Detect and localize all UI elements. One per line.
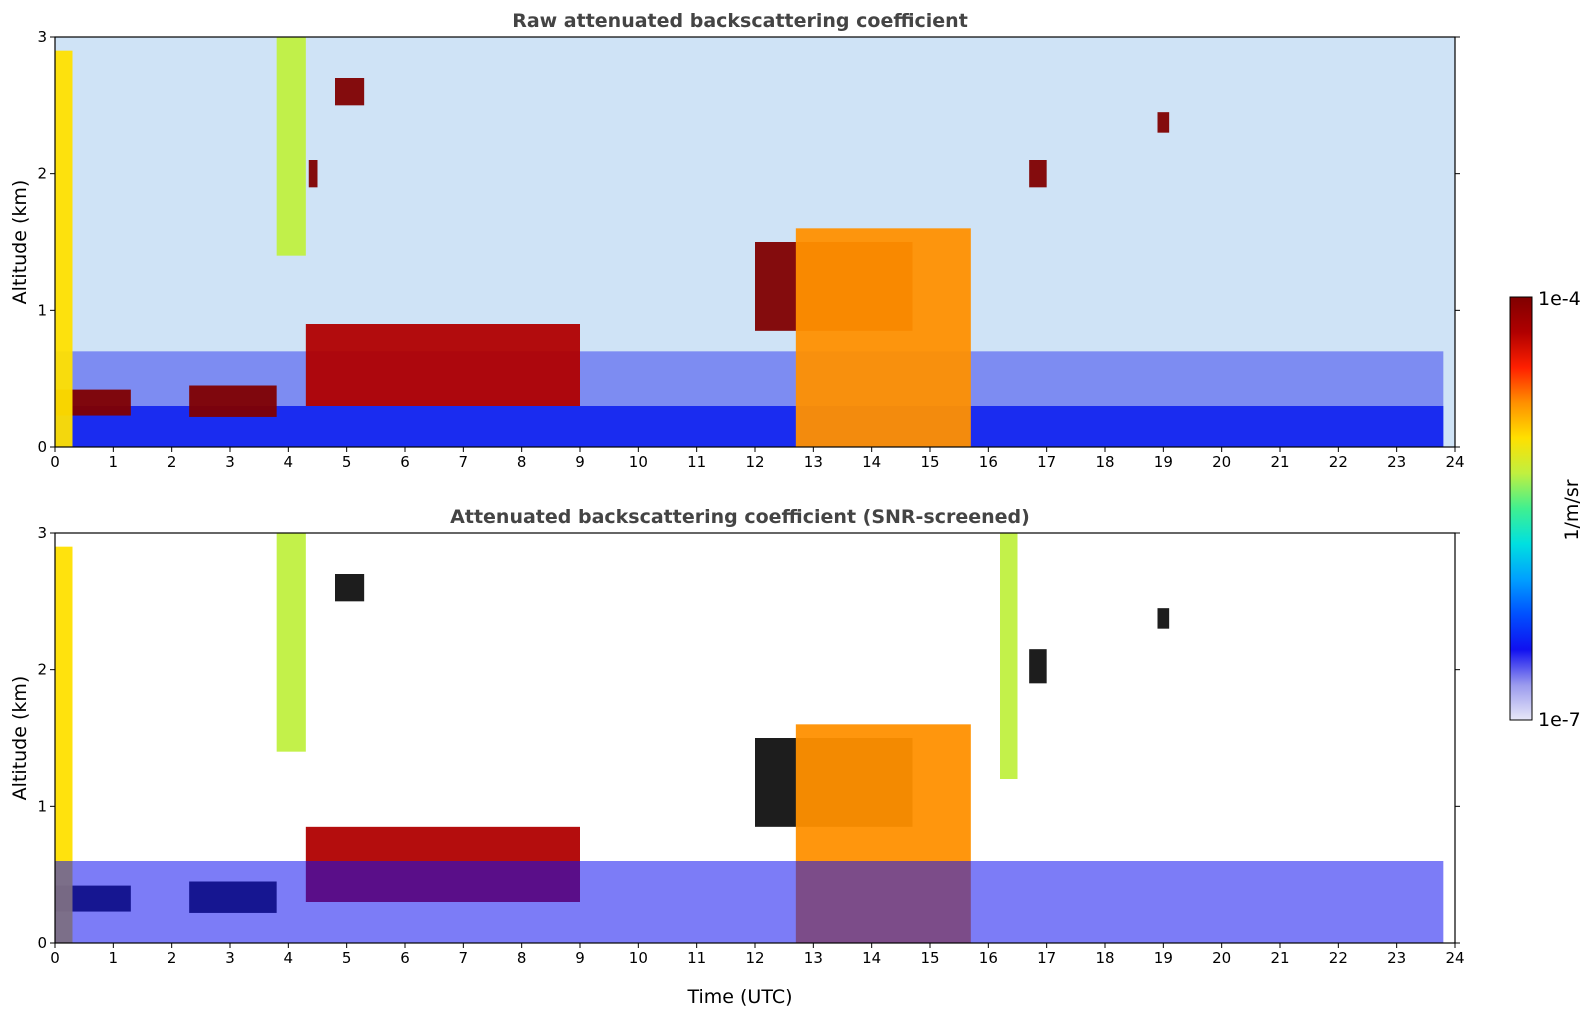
y-tick-label: 3: [37, 524, 47, 542]
background-surface-layer: [55, 406, 1444, 447]
x-tick-label: 23: [1387, 453, 1406, 471]
heatmap-feature-vertical_plume: [55, 546, 73, 943]
y-axis-label: Altitude (km): [9, 180, 31, 305]
x-tick-label: 7: [459, 949, 469, 967]
x-tick-label: 4: [284, 453, 294, 471]
y-axis: 0 1 2 3: [37, 28, 1460, 456]
x-tick-label: 10: [629, 949, 648, 967]
x-tick-label: 0: [50, 453, 60, 471]
heatmap-feature-thin_cloud: [1029, 160, 1047, 188]
x-tick-label: 4: [284, 949, 294, 967]
x-tick-label: 5: [342, 453, 352, 471]
x-tick-label: 13: [804, 453, 823, 471]
heatmap-feature-convective_column: [795, 228, 971, 447]
y-tick-label: 3: [37, 28, 47, 46]
x-tick-label: 17: [1037, 453, 1056, 471]
heatmap-feature-thin_cloud: [335, 574, 365, 602]
x-tick-label: 9: [575, 453, 585, 471]
x-tick-label: 21: [1270, 453, 1289, 471]
x-tick-label: 8: [517, 453, 527, 471]
x-tick-label: 15: [920, 949, 939, 967]
colorbar: 1e-4 1e-7 1/m/sr: [1509, 288, 1583, 731]
x-tick-label: 2: [167, 949, 177, 967]
x-tick-label: 24: [1445, 453, 1464, 471]
x-tick-label: 3: [225, 453, 235, 471]
heatmap-feature-thin_cloud: [335, 78, 365, 106]
x-tick-label: 19: [1154, 453, 1173, 471]
y-tick-label: 2: [37, 165, 47, 183]
heatmap-feature-screened_background: [55, 861, 1444, 943]
x-tick-label: 11: [687, 949, 706, 967]
x-tick-label: 3: [225, 949, 235, 967]
x-tick-label: 22: [1329, 949, 1348, 967]
colorbar-ramp: [1509, 296, 1533, 721]
heatmap-feature-thin_cloud: [308, 160, 318, 188]
y-tick-label: 0: [37, 438, 47, 456]
x-tick-label: 12: [745, 453, 764, 471]
y-axis: 0 1 2 3: [37, 524, 1460, 952]
x-tick-label: 16: [979, 949, 998, 967]
heatmap-area: [55, 37, 1455, 448]
heatmap-area: [55, 533, 1444, 943]
heatmap-feature-vertical_plume: [276, 533, 306, 752]
x-tick-label: 10: [629, 453, 648, 471]
heatmap-feature-thin_cloud: [1157, 112, 1170, 133]
colorbar-max-label: 1e-4: [1538, 288, 1581, 310]
panel-title: Raw attenuated backscattering coefficien…: [512, 10, 968, 32]
x-tick-label: 16: [979, 453, 998, 471]
y-tick-label: 1: [37, 301, 47, 319]
x-tick-label: 18: [1095, 453, 1114, 471]
heatmap-feature-thin_cloud: [1157, 608, 1170, 629]
x-tick-label: 2: [167, 453, 177, 471]
heatmap-feature-vertical_plume: [276, 37, 306, 256]
y-tick-label: 1: [37, 797, 47, 815]
x-tick-label: 6: [400, 949, 410, 967]
x-tick-label: 14: [862, 949, 881, 967]
x-axis-label: Time (UTC): [686, 986, 792, 1008]
x-tick-label: 14: [862, 453, 881, 471]
x-tick-label: 6: [400, 453, 410, 471]
x-tick-label: 15: [920, 453, 939, 471]
x-tick-label: 9: [575, 949, 585, 967]
y-axis-label: Altitude (km): [9, 676, 31, 801]
panel-title: Attenuated backscattering coefficient (S…: [450, 506, 1030, 528]
heatmap-feature-vertical_plume: [1000, 533, 1018, 779]
x-tick-label: 8: [517, 949, 527, 967]
heatmap-feature-boundary_layer_aerosol: [189, 385, 277, 417]
snr-screened-panel: Attenuated backscattering coefficient (S…: [9, 506, 1465, 1008]
x-tick-label: 22: [1329, 453, 1348, 471]
x-tick-label: 21: [1270, 949, 1289, 967]
x-tick-label: 0: [50, 949, 60, 967]
x-tick-label: 17: [1037, 949, 1056, 967]
x-tick-label: 23: [1387, 949, 1406, 967]
x-tick-label: 20: [1212, 949, 1231, 967]
y-tick-label: 2: [37, 661, 47, 679]
heatmap-feature-thin_cloud: [1029, 649, 1047, 684]
x-tick-label: 1: [109, 949, 119, 967]
heatmap-feature-vertical_plume: [55, 50, 73, 448]
x-tick-label: 20: [1212, 453, 1231, 471]
x-tick-label: 18: [1095, 949, 1114, 967]
heatmap-feature-rising_aerosol_layer: [305, 324, 580, 406]
x-tick-label: 11: [687, 453, 706, 471]
colorbar-min-label: 1e-7: [1538, 709, 1581, 731]
x-tick-label: 5: [342, 949, 352, 967]
x-tick-label: 24: [1445, 949, 1464, 967]
x-tick-label: 19: [1154, 949, 1173, 967]
x-tick-label: 1: [109, 453, 119, 471]
x-axis: 0 1 2 3 4 5 6 7 8 9 10 11 12 13 14 15 16 17 18 19 20 21 22 23 24: [50, 447, 1465, 471]
y-tick-label: 0: [37, 934, 47, 952]
x-tick-label: 7: [459, 453, 469, 471]
x-axis: 0 1 2 3 4 5 6 7 8 9 10 11 12 13 14 15 16 17 18 19 20 21 22 23 24: [50, 943, 1465, 967]
colorbar-unit-label: 1/m/sr: [1561, 479, 1583, 540]
x-tick-label: 13: [804, 949, 823, 967]
x-tick-label: 12: [745, 949, 764, 967]
raw-backscatter-panel: Raw attenuated backscattering coefficien…: [9, 10, 1465, 471]
